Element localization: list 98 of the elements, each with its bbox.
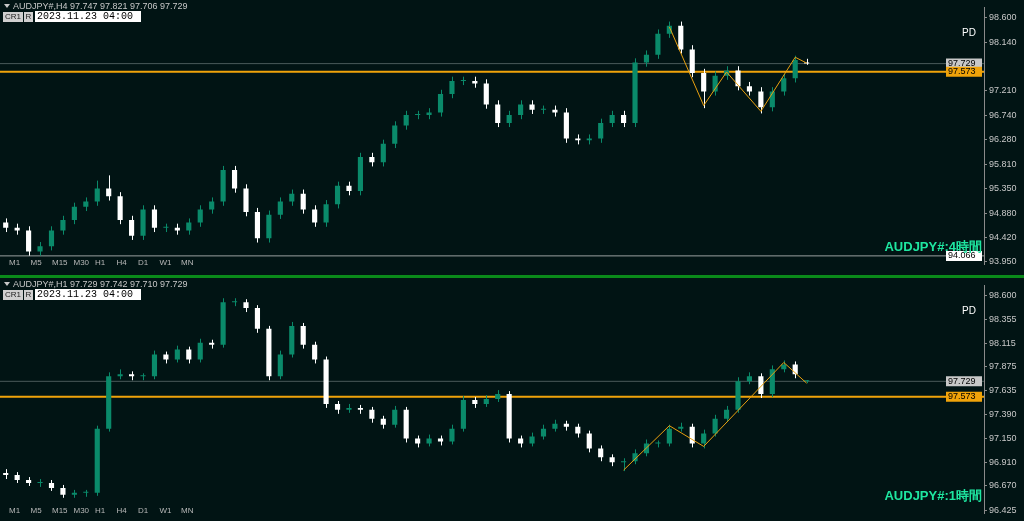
y-tick-label: 98.600 <box>989 12 1017 23</box>
y-tick-label: 98.140 <box>989 36 1017 47</box>
annotation: W1 <box>159 506 172 515</box>
y-tick-label: 98.355 <box>989 313 1017 324</box>
annotation: R <box>24 290 33 300</box>
candlestick <box>689 44 695 78</box>
candlestick <box>26 225 32 257</box>
annotation: PD <box>962 305 976 316</box>
candlestick <box>449 424 455 445</box>
annotation: H4 <box>116 506 127 515</box>
candlestick <box>380 139 386 167</box>
y-tick-label: 96.740 <box>989 110 1017 121</box>
candlestick <box>106 174 112 202</box>
y-tick-label: 98.115 <box>989 337 1016 348</box>
annotation: 2023.11.23 04:00 <box>35 289 141 300</box>
candlestick <box>151 204 158 233</box>
y-tick-label: 96.425 <box>989 504 1017 515</box>
candlestick <box>231 165 238 194</box>
candlestick <box>392 405 398 429</box>
annotation: D1 <box>138 258 149 267</box>
annotation: H1 <box>95 258 106 267</box>
candlestick <box>598 118 604 144</box>
candlestick <box>197 204 203 228</box>
candlestick <box>254 304 261 334</box>
candlestick <box>117 191 123 225</box>
y-tick-label: 96.910 <box>989 456 1017 467</box>
candlestick <box>518 99 524 120</box>
candlestick <box>701 68 707 109</box>
y-tick-label: 97.210 <box>989 85 1017 96</box>
annotation: W1 <box>159 258 172 267</box>
candlestick <box>48 225 55 251</box>
annotation: CR1 <box>3 12 23 22</box>
candlestick <box>94 180 100 207</box>
candlestick <box>334 181 341 209</box>
ref-line-label: 97.729 <box>948 375 976 386</box>
annotation: D1 <box>138 506 149 515</box>
candlestick <box>495 99 501 128</box>
candlestick <box>312 204 318 228</box>
annotation: MN <box>181 506 194 515</box>
candlestick <box>129 215 135 241</box>
annotation: M15 <box>52 258 68 267</box>
candlestick <box>197 338 203 363</box>
y-tick-label: 94.880 <box>989 207 1017 218</box>
candlestick <box>392 120 398 149</box>
annotation: M15 <box>52 506 68 515</box>
candlestick <box>71 202 77 225</box>
candlestick <box>300 322 306 350</box>
candlestick <box>243 183 249 217</box>
candlestick <box>678 21 684 55</box>
candlestick <box>735 65 741 91</box>
candlestick <box>277 196 283 220</box>
annotation: CR1 <box>3 290 23 300</box>
annotation: AUDJPY#:1時間 <box>884 487 982 505</box>
y-tick-label: 97.875 <box>989 361 1017 372</box>
candlestick <box>758 86 764 114</box>
candlestick <box>437 89 444 118</box>
candlestick <box>403 110 409 131</box>
annotation: M30 <box>73 258 90 267</box>
annotation: R <box>24 12 33 22</box>
y-tick-label: 94.420 <box>989 231 1017 242</box>
ref-line-label: 97.573 <box>948 66 976 77</box>
candlestick <box>712 414 718 438</box>
candlestick <box>151 350 158 380</box>
y-tick-label: 95.350 <box>989 182 1017 193</box>
candlestick <box>60 215 66 236</box>
annotation: M30 <box>73 506 90 515</box>
ref-line-label: 97.573 <box>948 391 976 402</box>
candlestick <box>266 210 272 244</box>
chart-title: AUDJPY#,H4 97.747 97.821 97.706 97.729 <box>13 1 188 11</box>
annotation: M1 <box>9 506 21 515</box>
annotation: PD <box>962 27 976 38</box>
y-tick-label: 95.810 <box>989 158 1017 169</box>
candlestick <box>449 76 455 99</box>
candlestick <box>792 55 798 83</box>
y-tick-label: 96.670 <box>989 480 1017 491</box>
ref-line-label: 97.729 <box>948 58 976 69</box>
candlestick <box>655 28 661 60</box>
y-tick-label: 98.600 <box>989 289 1017 300</box>
candlestick <box>323 199 329 228</box>
candlestick <box>781 73 787 97</box>
annotation: H1 <box>95 506 106 515</box>
annotation: M5 <box>30 506 42 515</box>
chart-title: AUDJPY#,H1 97.729 97.742 97.710 97.729 <box>13 279 188 289</box>
candlestick <box>483 78 489 110</box>
annotation: MN <box>181 258 194 267</box>
annotation: 2023.11.23 04:00 <box>35 11 141 22</box>
candlestick <box>586 430 592 453</box>
y-tick-label: 96.280 <box>989 134 1017 145</box>
y-tick-label: 97.150 <box>989 433 1017 444</box>
candlestick <box>300 189 306 215</box>
annotation: M5 <box>30 258 42 267</box>
y-tick-label: 97.390 <box>989 409 1017 420</box>
candlestick <box>277 350 283 380</box>
candlestick <box>312 341 318 364</box>
annotation: M1 <box>9 258 21 267</box>
annotation: H4 <box>116 258 127 267</box>
y-tick-label: 97.635 <box>989 385 1017 396</box>
y-tick-label: 93.950 <box>989 256 1017 267</box>
